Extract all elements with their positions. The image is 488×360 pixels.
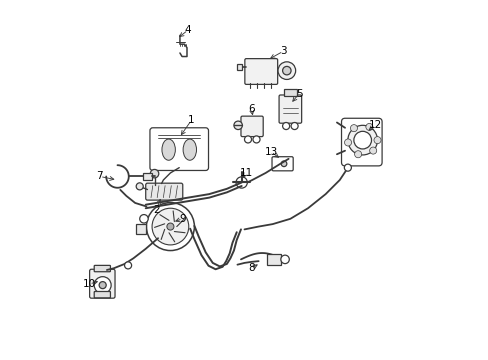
Text: 4: 4: [184, 25, 191, 35]
FancyBboxPatch shape: [145, 183, 183, 200]
Text: 5: 5: [295, 89, 302, 99]
Text: 7: 7: [96, 171, 103, 181]
Circle shape: [252, 136, 260, 143]
Circle shape: [146, 203, 194, 251]
FancyBboxPatch shape: [244, 59, 277, 84]
Circle shape: [344, 139, 351, 146]
Text: 6: 6: [248, 104, 254, 114]
Circle shape: [365, 123, 372, 130]
FancyBboxPatch shape: [271, 157, 293, 171]
Text: 2: 2: [153, 205, 159, 215]
FancyBboxPatch shape: [279, 95, 301, 123]
FancyBboxPatch shape: [94, 265, 110, 272]
Text: 12: 12: [367, 120, 381, 130]
Bar: [284, 89, 296, 96]
FancyBboxPatch shape: [241, 116, 263, 136]
Ellipse shape: [162, 139, 175, 160]
Circle shape: [140, 215, 148, 223]
Circle shape: [233, 121, 242, 130]
Circle shape: [344, 164, 351, 171]
Circle shape: [350, 125, 357, 132]
FancyBboxPatch shape: [341, 118, 381, 166]
Circle shape: [124, 262, 131, 269]
Text: 9: 9: [179, 214, 186, 224]
Circle shape: [166, 223, 174, 230]
Text: 10: 10: [82, 279, 96, 289]
Circle shape: [236, 177, 247, 188]
Circle shape: [150, 170, 159, 178]
Bar: [237, 64, 242, 70]
Text: 3: 3: [280, 46, 286, 56]
Circle shape: [278, 62, 295, 80]
Circle shape: [281, 161, 286, 167]
FancyBboxPatch shape: [150, 128, 208, 171]
Circle shape: [347, 125, 377, 155]
Circle shape: [152, 208, 188, 245]
Bar: [136, 224, 146, 234]
Circle shape: [94, 277, 111, 294]
Circle shape: [280, 255, 289, 264]
Text: 13: 13: [264, 147, 277, 157]
Text: 11: 11: [239, 168, 252, 178]
Ellipse shape: [183, 139, 196, 160]
Circle shape: [353, 131, 371, 149]
Circle shape: [290, 122, 298, 130]
Circle shape: [369, 147, 376, 154]
Circle shape: [99, 282, 106, 289]
FancyBboxPatch shape: [89, 269, 115, 298]
Text: 8: 8: [248, 263, 254, 273]
Circle shape: [354, 151, 361, 158]
Bar: [143, 173, 152, 180]
FancyBboxPatch shape: [94, 292, 110, 298]
Text: 1: 1: [188, 115, 195, 125]
Circle shape: [282, 66, 290, 75]
Circle shape: [136, 183, 143, 190]
Circle shape: [373, 136, 380, 144]
Bar: [267, 254, 280, 265]
Circle shape: [282, 122, 289, 130]
Circle shape: [244, 136, 251, 143]
